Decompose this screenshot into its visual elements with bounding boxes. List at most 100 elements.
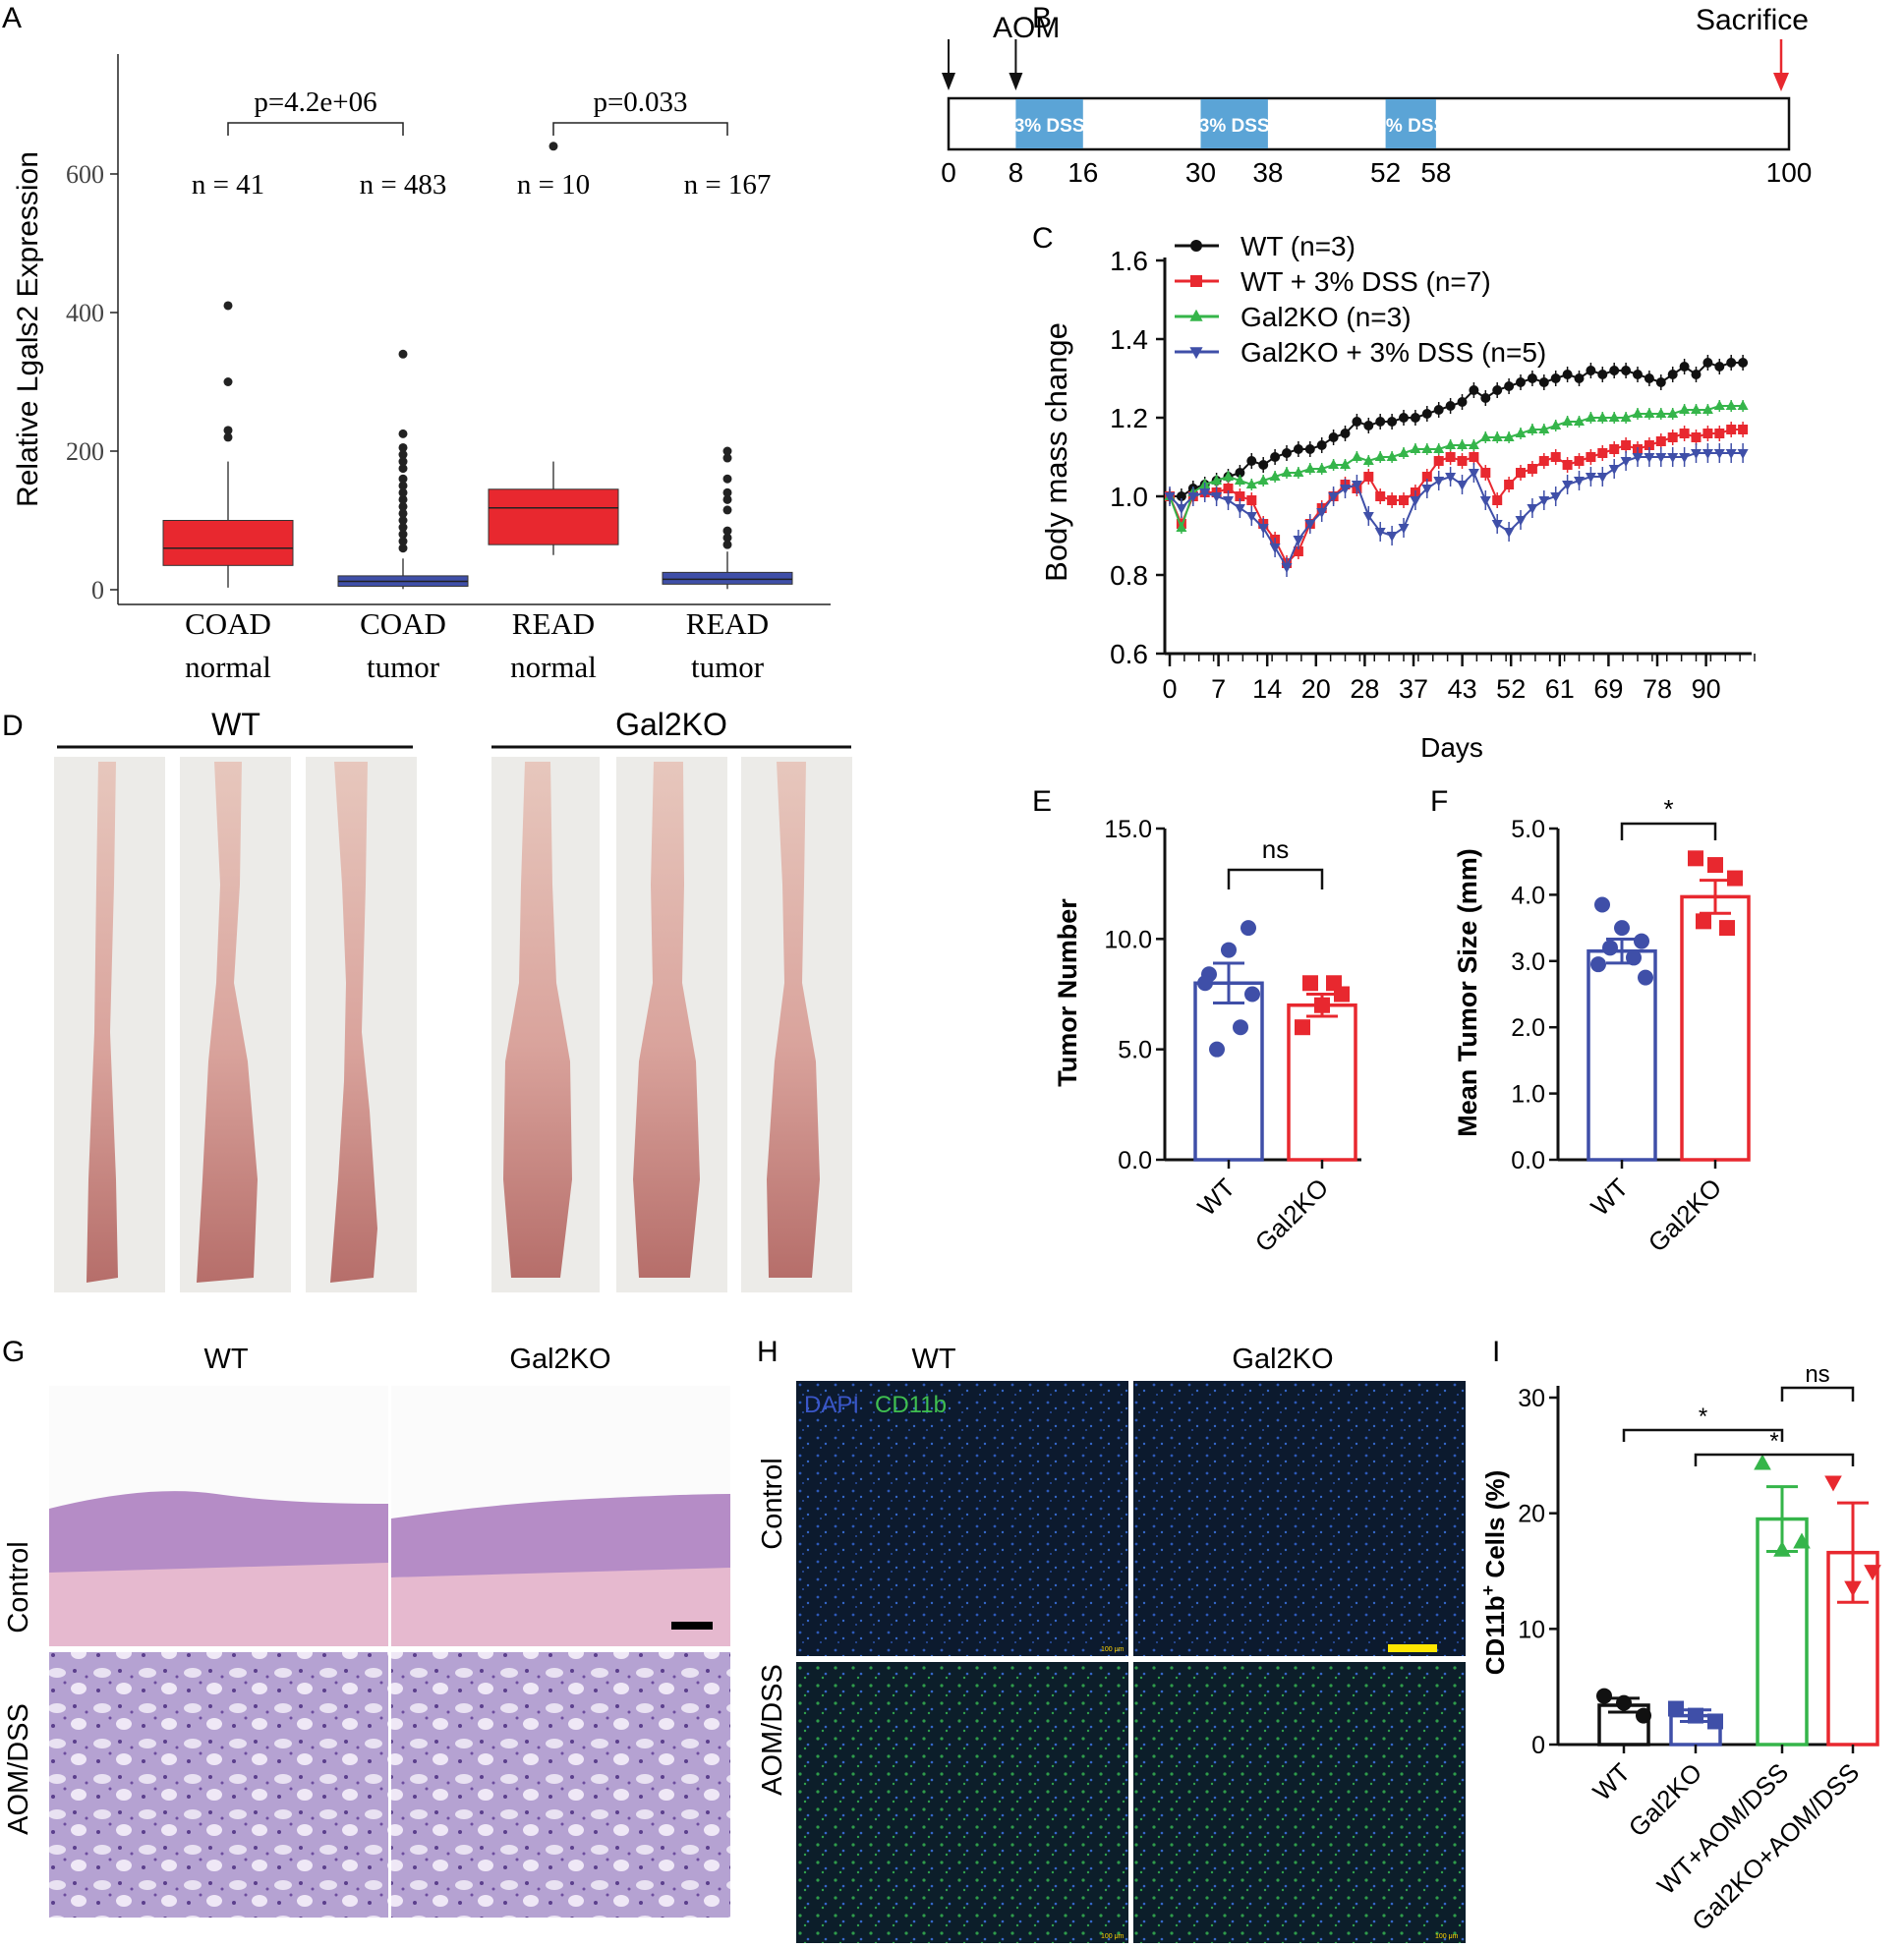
panel-a-ytick-label: 0 (91, 576, 104, 604)
panel-i-ylabel-rest: Cells (%) (1480, 1470, 1510, 1585)
panel-a-n-label: n = 41 (192, 169, 264, 201)
series-point-black (1340, 429, 1351, 438)
panel-c-xtick-label: 52 (1496, 674, 1526, 704)
series-point-blue (1479, 496, 1491, 506)
data-point (1244, 986, 1260, 1003)
series-point-blue (1515, 516, 1527, 526)
data-point (1626, 949, 1642, 966)
series-point-green (1211, 475, 1223, 485)
panel-c-xticks: 0 7 14 20 28 37 43 52 61 69 78 90 (1162, 654, 1756, 704)
series-point-red (1702, 429, 1713, 438)
aom-label: AOM (993, 12, 1060, 44)
series-point-green (1245, 479, 1257, 488)
panel-i-marks: 0102030WTGal2KOWT+AOM/DSSGal2KO+AOM/DSS*… (1518, 1361, 1881, 1936)
series-point-green (1468, 439, 1479, 449)
panel-letter-i: I (1492, 1336, 1500, 1368)
timeline-tick-label: 0 (941, 157, 956, 188)
series-point-black (1609, 366, 1620, 375)
panel-c-xtick-label: 0 (1162, 674, 1177, 704)
data-point (1688, 1707, 1703, 1724)
data-point (1707, 857, 1723, 874)
series-point-blue (1562, 481, 1574, 490)
legend-label: Gal2KO + 3% DSS (n=5) (1240, 337, 1546, 368)
series-point-black (1316, 440, 1327, 450)
he-image-ko-aomdss (391, 1652, 730, 1918)
significance-bracket (1227, 868, 1324, 889)
data-point (1209, 1041, 1225, 1058)
boxplot-outlier (223, 377, 233, 386)
legend-label: Gal2KO (n=3) (1240, 302, 1412, 332)
series-point-blue (1328, 492, 1340, 502)
series-point-red (1644, 440, 1654, 450)
boxplot-outlier (223, 432, 233, 442)
panel-c-line-chart: Body mass change Days 0.6 0.8 1.0 1.2 1.4 1.6… (1039, 231, 1756, 763)
xtick-label: WT (1587, 1757, 1636, 1806)
colon-wt-1 (87, 762, 118, 1283)
series-point-black (1293, 444, 1303, 454)
series-point-blue (1550, 492, 1562, 502)
data-point (1636, 1707, 1651, 1724)
ytick-label: 10.0 (1104, 926, 1152, 953)
panel-c-xtick-label: 7 (1211, 674, 1226, 704)
significance-bracket (1780, 1386, 1855, 1402)
series-point-black (1246, 456, 1257, 466)
panel-c-xtick-label: 28 (1350, 674, 1379, 704)
timeline-ticks: 0 8 16 30 38 52 58 100 (941, 157, 1812, 188)
boxplot-outlier (398, 530, 408, 540)
panel-a-comparison-bracket (227, 122, 404, 136)
series-point-blue (1269, 544, 1281, 553)
boxplot-box (662, 571, 793, 585)
ytick-label: 0.0 (1511, 1147, 1545, 1175)
series-point-green (1515, 428, 1527, 437)
panel-d-gal2ko-label: Gal2KO (615, 707, 727, 742)
panel-i-ylabel-sup: + (1478, 1585, 1498, 1596)
dss-block (1385, 99, 1436, 148)
dss-blocks: 3% DSS 3% DSS 3% DSS (1014, 99, 1446, 148)
panel-letter-f: F (1430, 785, 1448, 818)
series-point-green (1281, 467, 1293, 477)
series-point-blue (1644, 453, 1655, 463)
boxplot-outlier (722, 540, 732, 549)
series-point-blue (1632, 453, 1644, 463)
timeline-arrows (942, 39, 1789, 91)
series-point-blue (1398, 524, 1410, 534)
series-point-black (1399, 413, 1409, 423)
panel-d-photos: WT Gal2KO (54, 707, 852, 1292)
series-point-blue (1421, 485, 1433, 494)
panel-i-ylabel-main: CD11b (1480, 1595, 1510, 1675)
dapi-label: DAPI (804, 1392, 859, 1418)
series-point-green (1667, 408, 1679, 418)
series-point-green (1362, 455, 1374, 465)
series-point-green (1398, 447, 1410, 457)
series-point-black (1433, 405, 1444, 415)
series-point-black (1258, 460, 1269, 470)
series-point-black (1363, 421, 1374, 430)
aom-arrow-head (1009, 73, 1023, 90)
series-point-blue (1620, 457, 1632, 467)
series-point-blue (1340, 485, 1351, 494)
series-point-green (1691, 404, 1702, 414)
panel-c-ylabel: Body mass change (1039, 322, 1073, 582)
series-point-green (1257, 475, 1269, 485)
series-point-green (1176, 522, 1187, 532)
panel-a-yticks: 0 200 400 600 (66, 160, 118, 604)
series-point-black (1667, 370, 1678, 379)
panel-a-categories: COAD normal COAD tumor READ normal READ tumor (185, 606, 769, 684)
series-point-blue (1245, 512, 1257, 522)
series-point-blue (1679, 453, 1691, 463)
dss-block-label: 3% DSS (1199, 116, 1270, 137)
series-point-red (1504, 480, 1515, 489)
series-point-blue (1187, 492, 1199, 502)
series-point-black (1387, 417, 1398, 427)
data-point (1314, 997, 1330, 1013)
series-point-black (1679, 362, 1690, 372)
boxplot-outlier (398, 487, 408, 497)
series-point-black (1304, 444, 1315, 454)
ytick-label: 10 (1518, 1616, 1545, 1643)
series-point-blue (1596, 473, 1608, 483)
boxplot-outlier (398, 523, 408, 533)
data-point (1596, 1688, 1612, 1704)
series-point-green (1550, 420, 1562, 430)
data-point (1221, 942, 1237, 958)
dss-block-label: 3% DSS (1375, 116, 1446, 137)
